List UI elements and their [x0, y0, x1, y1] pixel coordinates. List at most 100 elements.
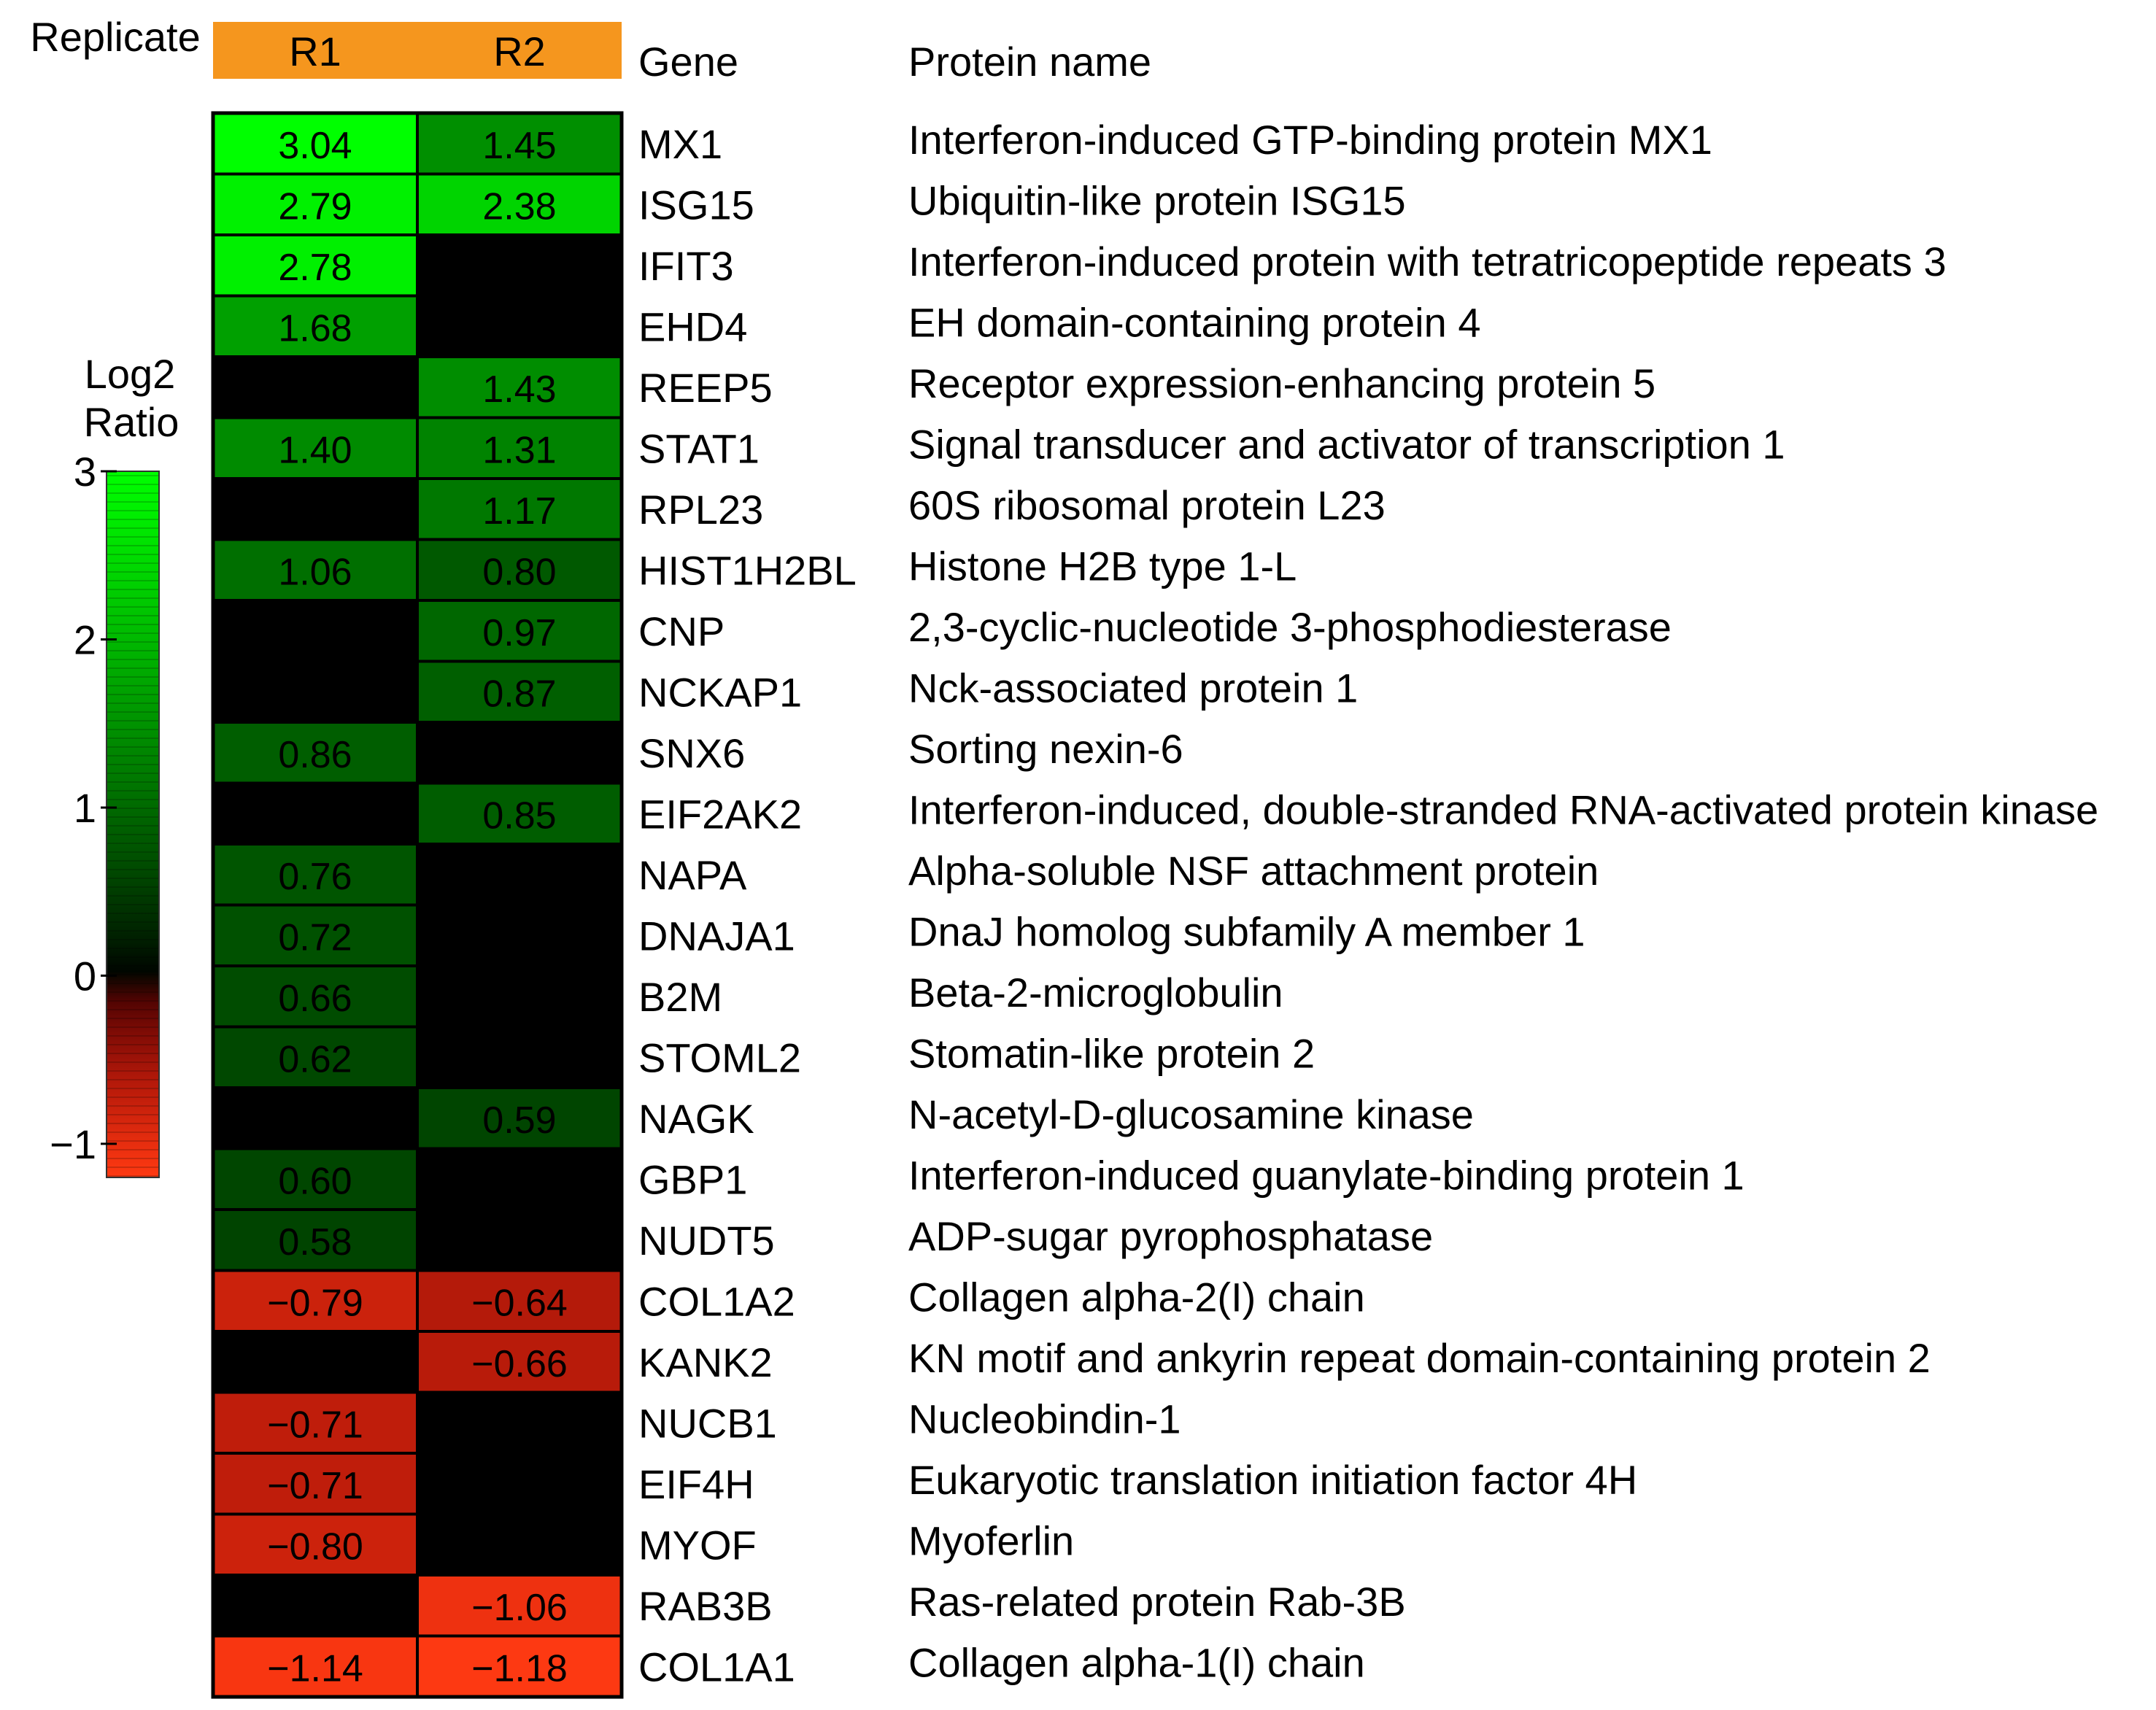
heatmap-cell [212, 294, 419, 358]
legend-title-line1: Log2 [85, 351, 176, 397]
gene-label: EHD4 [638, 303, 747, 349]
protein-name-label: Receptor expression-enhancing protein 5 [908, 360, 1655, 406]
gene-label: RAB3B [638, 1583, 773, 1629]
protein-name-label: Beta-2-microglobulin [908, 970, 1283, 1015]
protein-name-label: Interferon-induced, double-stranded RNA-… [908, 786, 2098, 832]
gene-label: CNP [638, 608, 725, 654]
protein-name-label: DnaJ homolog subfamily A member 1 [908, 908, 1585, 954]
cell-value-label: −1.14 [267, 1647, 363, 1690]
cell-value-label: 2.79 [278, 185, 352, 228]
heatmap-cell [212, 659, 419, 724]
cell-value-label: 0.66 [278, 978, 352, 1020]
cell-value-label: −0.80 [267, 1525, 363, 1568]
legend-tick-label: −1 [50, 1121, 96, 1167]
protein-name-label: Myoferlin [908, 1517, 1074, 1563]
cell-value-label: 0.72 [278, 916, 352, 959]
cell-value-label: 0.58 [278, 1221, 352, 1264]
gene-label: SNX6 [638, 730, 745, 776]
cell-value-label: 1.68 [278, 307, 352, 349]
protein-column-header: Protein name [908, 39, 1151, 85]
protein-name-label: Collagen alpha-2(I) chain [908, 1274, 1365, 1320]
protein-name-label: 2,3-cyclic-nucleotide 3-phosphodiesteras… [908, 604, 1672, 650]
cell-value-label: −0.71 [267, 1465, 363, 1507]
protein-name-label: Ras-related protein Rab-3B [908, 1579, 1406, 1625]
heatmap-cell [212, 538, 419, 602]
protein-name-label: Histone H2B type 1-L [908, 543, 1297, 589]
heatmap-cell [416, 1634, 623, 1698]
gene-label: NCKAP1 [638, 669, 802, 715]
heatmap-cell [212, 1269, 419, 1333]
heatmap-cell [416, 903, 623, 967]
legend-tick-label: 0 [74, 953, 96, 999]
gene-label: STAT1 [638, 425, 760, 471]
cell-value-label: 0.86 [278, 734, 352, 776]
cell-value-label: 0.85 [482, 794, 556, 837]
gene-label: EIF4H [638, 1461, 754, 1507]
heatmap-cell [416, 781, 623, 846]
heatmap-cell [212, 599, 419, 663]
replicate-header-bar [213, 22, 622, 79]
gene-label: MX1 [638, 121, 722, 167]
heatmap-cell [416, 1330, 623, 1394]
cell-value-label: 1.40 [278, 429, 352, 471]
legend-tick-label: 3 [74, 449, 96, 495]
protein-name-label: N-acetyl-D-glucosamine kinase [908, 1091, 1474, 1137]
cell-value-label: −1.06 [471, 1587, 568, 1629]
legend-ticks: 3 2 1 0 −1 [50, 449, 117, 1167]
heatmap-cell [212, 1086, 419, 1150]
heatmap-cell [416, 1512, 623, 1576]
gene-label: B2M [638, 974, 722, 1020]
gene-label: RPL23 [638, 487, 763, 533]
protein-name-label: ADP-sugar pyrophosphatase [908, 1213, 1433, 1259]
gene-label: EIF2AK2 [638, 791, 802, 837]
gene-column-header: Gene [638, 39, 738, 85]
cell-value-label: 0.76 [278, 856, 352, 898]
protein-name-label: Nck-associated protein 1 [908, 665, 1358, 711]
cell-value-label: 1.31 [482, 429, 556, 471]
legend-colorbar [107, 471, 159, 1177]
protein-name-label: Sorting nexin-6 [908, 726, 1183, 772]
cell-value-label: −1.18 [471, 1647, 568, 1690]
protein-name-label: Interferon-induced GTP-binding protein M… [908, 117, 1712, 163]
heatmap-cell [416, 1208, 623, 1272]
heatmap-cell [416, 964, 623, 1029]
gene-label: NAPA [638, 852, 747, 898]
legend-colorbar-border [106, 471, 160, 1178]
gene-label: KANK2 [638, 1339, 773, 1385]
protein-name-label: Collagen alpha-1(I) chain [908, 1639, 1365, 1685]
gene-label: IFIT3 [638, 243, 734, 289]
cell-value-label: 1.43 [482, 368, 556, 411]
heatmap-cell [212, 781, 419, 846]
cell-value-label: −0.66 [471, 1343, 568, 1385]
legend-tick-label: 1 [74, 785, 96, 831]
gene-label: NAGK [638, 1096, 754, 1142]
gene-label: HIST1H2BL [638, 547, 857, 593]
cell-value-label: 0.97 [482, 612, 556, 654]
heatmap-cell [416, 843, 623, 907]
protein-name-label: EH domain-containing protein 4 [908, 299, 1480, 345]
column-header-r1: R1 [289, 28, 341, 74]
cell-value-label: 1.06 [278, 551, 352, 593]
gene-label: MYOF [638, 1522, 757, 1568]
heatmap-cell [212, 1634, 419, 1698]
heatmap-cell [212, 1512, 419, 1576]
protein-name-label: Interferon-induced guanylate-binding pro… [908, 1152, 1744, 1198]
gene-label: COL1A1 [638, 1644, 795, 1690]
cell-value-label: 0.62 [278, 1038, 352, 1080]
heatmap-cell [416, 1147, 623, 1211]
gene-label: ISG15 [638, 182, 754, 228]
gene-label: GBP1 [638, 1156, 747, 1202]
protein-name-label: Interferon-induced protein with tetratri… [908, 239, 1947, 285]
row-labels: MX1 Interferon-induced GTP-binding protei… [638, 117, 2098, 1690]
protein-name-label: Nucleobindin-1 [908, 1396, 1181, 1442]
cell-value-label: 3.04 [278, 125, 352, 167]
cell-value-label: 0.87 [482, 673, 556, 715]
heatmap-cell [416, 294, 623, 358]
cell-value-label: 0.60 [278, 1160, 352, 1202]
protein-name-label: Eukaryotic translation initiation factor… [908, 1457, 1637, 1503]
heatmap-cell [416, 721, 623, 785]
gene-label: COL1A2 [638, 1278, 795, 1324]
cell-value-label: −0.64 [471, 1282, 568, 1324]
protein-name-label: Ubiquitin-like protein ISG15 [908, 177, 1406, 223]
